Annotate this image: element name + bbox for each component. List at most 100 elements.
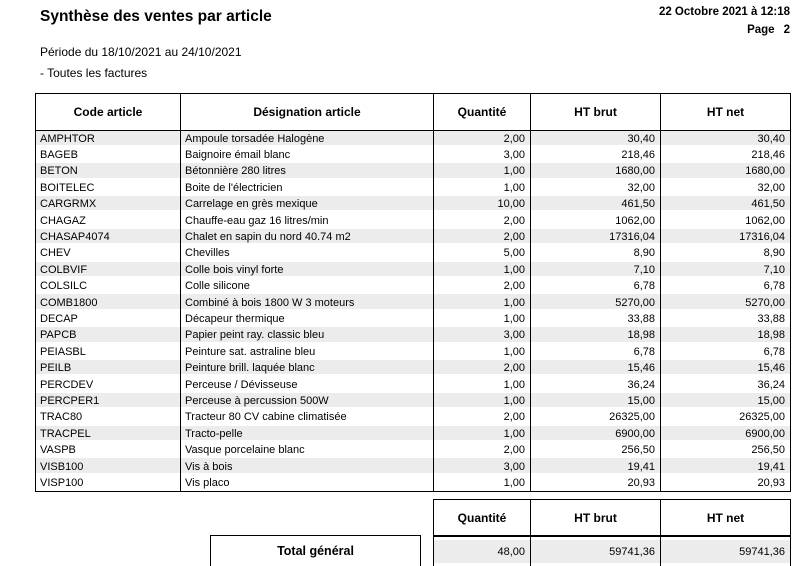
ht-net-cell: 33,88 — [660, 310, 791, 328]
summary-column-header-ht-brut: HT brut — [530, 499, 661, 536]
article-code-cell: BOITELEC — [35, 179, 181, 197]
report-datetime: 22 Octobre 2021 à 12:18 — [658, 6, 790, 18]
summary-header-table: Quantité HT brut HT net — [433, 499, 791, 536]
ht-brut-cell: 30,40 — [530, 130, 661, 147]
quantity-cell: 2,00 — [433, 130, 531, 147]
ht-brut-cell: 5270,00 — [530, 294, 661, 311]
article-code-cell: COLBVIF — [35, 261, 181, 279]
table-row: COLBVIF Colle bois vinyl forte 1,00 7,10 7,1… — [35, 261, 791, 279]
ht-net-cell: 15,00 — [660, 392, 791, 410]
table-row: VISP100 Vis placo 1,00 20,93 20,93 — [35, 474, 791, 492]
article-code-cell: PAPCB — [35, 327, 181, 344]
ht-brut-cell: 20,93 — [530, 474, 661, 492]
ht-brut-cell: 1680,00 — [530, 163, 661, 180]
ht-brut-cell: 18,98 — [530, 327, 661, 344]
table-row: CHASAP4074 Chalet en sapin du nord 40.74 … — [35, 228, 791, 246]
quantity-cell: 2,00 — [433, 441, 531, 459]
designation-cell: Chevilles — [180, 245, 434, 262]
total-ht-net-cell: 59741,36 — [660, 536, 791, 566]
ht-net-cell: 7,10 — [660, 261, 791, 279]
ht-brut-cell: 6,78 — [530, 278, 661, 295]
designation-cell: Décapeur thermique — [180, 310, 434, 328]
designation-cell: Perceuse à percussion 500W — [180, 392, 434, 410]
designation-cell: Peinture brill. laquée blanc — [180, 359, 434, 377]
article-code-cell: PEILB — [35, 359, 181, 377]
ht-brut-cell: 19,41 — [530, 458, 661, 475]
ht-brut-cell: 6900,00 — [530, 425, 661, 442]
summary-values-table: 48,00 59741,36 59741,36 — [433, 536, 791, 566]
ht-brut-cell: 17316,04 — [530, 228, 661, 246]
article-code-cell: VASPB — [35, 441, 181, 459]
ht-net-cell: 36,24 — [660, 376, 791, 393]
quantity-cell: 1,00 — [433, 179, 531, 197]
designation-cell: Chalet en sapin du nord 40.74 m2 — [180, 228, 434, 246]
table-row: AMPHTOR Ampoule torsadée Halogène 2,00 30,4… — [35, 130, 791, 147]
page-indicator: Page 2 — [747, 24, 790, 36]
column-header-code-article: Code article — [35, 93, 181, 131]
ht-net-cell: 256,50 — [660, 441, 791, 459]
table-row: PERCPER1 Perceuse à percussion 500W 1,00 15… — [35, 392, 791, 410]
designation-cell: Vasque porcelaine blanc — [180, 441, 434, 459]
designation-cell: Bétonnière 280 litres — [180, 163, 434, 180]
designation-cell: Perceuse / Dévisseuse — [180, 376, 434, 393]
summary-values-row: 48,00 59741,36 59741,36 — [433, 536, 791, 566]
ht-net-cell: 5270,00 — [660, 294, 791, 311]
quantity-cell: 3,00 — [433, 146, 531, 164]
quantity-cell: 2,00 — [433, 409, 531, 426]
table-row: TRACPEL Tracto-pelle 1,00 6900,00 6900,00 — [35, 425, 791, 442]
ht-net-cell: 17316,04 — [660, 228, 791, 246]
article-code-cell: COMB1800 — [35, 294, 181, 311]
ht-brut-cell: 7,10 — [530, 261, 661, 279]
quantity-cell: 1,00 — [433, 163, 531, 180]
table-row: VISB100 Vis à bois 3,00 19,41 19,41 — [35, 458, 791, 475]
designation-cell: Baignoire émail blanc — [180, 146, 434, 164]
total-ht-brut-cell: 59741,36 — [530, 536, 661, 566]
table-row: PAPCB Papier peint ray. classic bleu 3,00 1… — [35, 327, 791, 344]
report-filter: - Toutes les factures — [40, 66, 148, 80]
column-header-ht-net: HT net — [660, 93, 791, 131]
quantity-cell: 1,00 — [433, 392, 531, 410]
ht-net-cell: 8,90 — [660, 245, 791, 262]
table-row: BAGEB Baignoire émail blanc 3,00 218,46 218,… — [35, 146, 791, 164]
report-period: Période du 18/10/2021 au 24/10/2021 — [40, 45, 242, 59]
designation-cell: Carrelage en grès mexique — [180, 196, 434, 213]
designation-cell: Combiné à bois 1800 W 3 moteurs — [180, 294, 434, 311]
article-code-cell: VISP100 — [35, 474, 181, 492]
article-code-cell: AMPHTOR — [35, 130, 181, 147]
quantity-cell: 2,00 — [433, 212, 531, 229]
ht-brut-cell: 256,50 — [530, 441, 661, 459]
article-code-cell: CHAGAZ — [35, 212, 181, 229]
article-code-cell: VISB100 — [35, 458, 181, 475]
table-row: CHEV Chevilles 5,00 8,90 8,90 — [35, 245, 791, 262]
quantity-cell: 1,00 — [433, 474, 531, 492]
article-code-cell: BAGEB — [35, 146, 181, 164]
quantity-cell: 1,00 — [433, 294, 531, 311]
column-header-ht-brut: HT brut — [530, 93, 661, 131]
table-row: CARGRMX Carrelage en grès mexique 10,00 461… — [35, 196, 791, 213]
designation-cell: Colle bois vinyl forte — [180, 261, 434, 279]
article-code-cell: PERCPER1 — [35, 392, 181, 410]
table-row: DECAP Décapeur thermique 1,00 33,88 33,88 — [35, 310, 791, 328]
article-code-cell: PERCDEV — [35, 376, 181, 393]
quantity-cell: 5,00 — [433, 245, 531, 262]
designation-cell: Ampoule torsadée Halogène — [180, 130, 434, 147]
designation-cell: Tracteur 80 CV cabine climatisée — [180, 409, 434, 426]
table-row: BOITELEC Boite de l'électricien 1,00 32,00 3… — [35, 179, 791, 197]
ht-net-cell: 18,98 — [660, 327, 791, 344]
ht-net-cell: 30,40 — [660, 130, 791, 147]
sales-table-body: AMPHTOR Ampoule torsadée Halogène 2,00 30,4… — [35, 130, 791, 492]
table-row: TRAC80 Tracteur 80 CV cabine climatisée 2,… — [35, 409, 791, 426]
designation-cell: Vis placo — [180, 474, 434, 492]
ht-net-cell: 1680,00 — [660, 163, 791, 180]
report-title: Synthèse des ventes par article — [40, 8, 272, 25]
ht-net-cell: 218,46 — [660, 146, 791, 164]
quantity-cell: 2,00 — [433, 228, 531, 246]
quantity-cell: 2,00 — [433, 359, 531, 377]
article-code-cell: DECAP — [35, 310, 181, 328]
ht-net-cell: 20,93 — [660, 474, 791, 492]
ht-net-cell: 15,46 — [660, 359, 791, 377]
quantity-cell: 2,00 — [433, 278, 531, 295]
article-code-cell: TRAC80 — [35, 409, 181, 426]
article-code-cell: BETON — [35, 163, 181, 180]
